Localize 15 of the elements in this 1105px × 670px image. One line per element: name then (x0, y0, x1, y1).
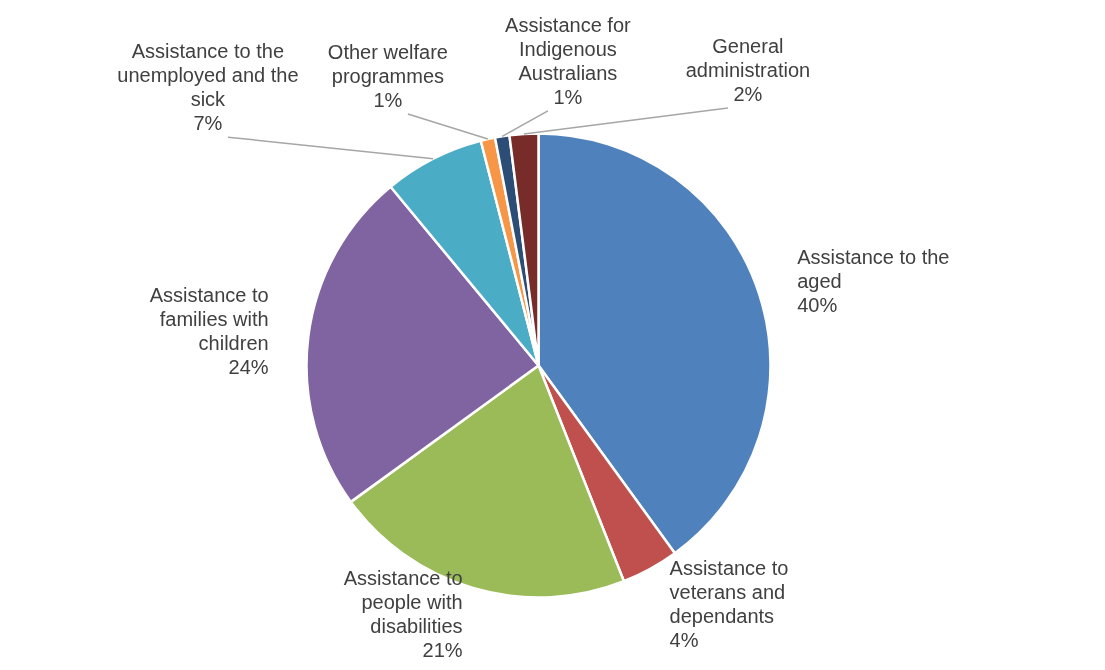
data-label: 1% (553, 85, 583, 108)
data-label: 2% (733, 83, 763, 106)
slice-label: Assistance to the aged (797, 246, 950, 293)
slice-label: Assistance to veterans and dependants (669, 556, 789, 627)
slice-label: Assistance to families with children (149, 284, 269, 355)
data-label: 7% (193, 112, 223, 135)
data-label: 24% (228, 356, 269, 379)
data-label: 21% (422, 638, 463, 661)
data-label: 40% (797, 294, 838, 317)
slice-label: General administration (685, 35, 811, 82)
slice-label: Assistance for Indigenous Australians (505, 13, 632, 84)
data-label: 4% (669, 628, 699, 651)
data-label: 1% (373, 89, 403, 112)
slice-label: Assistance to the unemployed and the sick (117, 40, 299, 111)
slice-label: Other welfare programmes (327, 41, 448, 88)
